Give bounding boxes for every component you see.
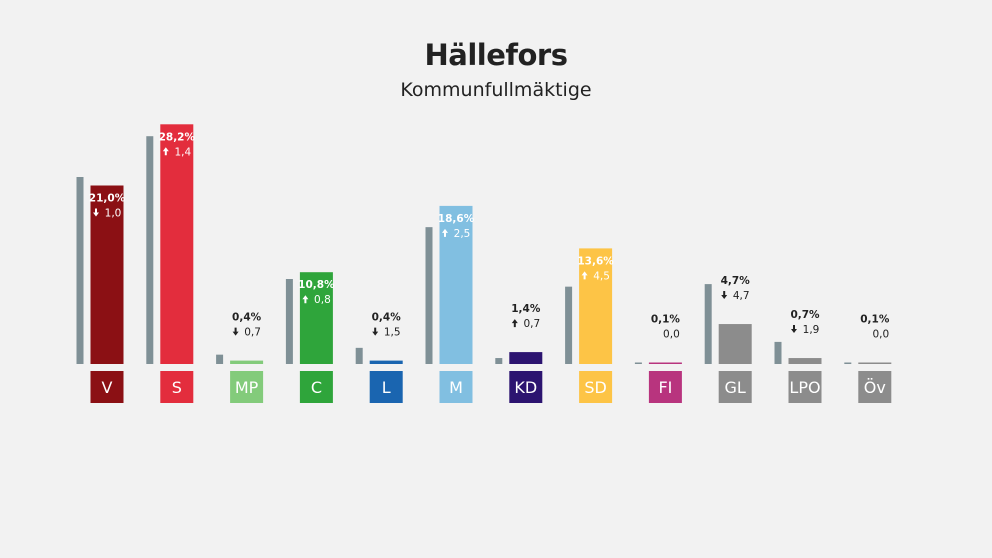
party-box-gl bbox=[718, 371, 752, 403]
party-box-c bbox=[299, 371, 333, 403]
change-label-gl: 4,7 bbox=[733, 290, 750, 302]
change-label-v: 1,0 bbox=[105, 208, 122, 220]
bar-kd bbox=[509, 352, 543, 364]
party-box-v bbox=[90, 371, 124, 403]
change-label-fi: 0,0 bbox=[663, 329, 680, 341]
chart-title: Hällefors bbox=[424, 38, 569, 72]
change-label-c: 0,8 bbox=[314, 294, 331, 306]
value-label-ov: 0,1% bbox=[860, 314, 890, 326]
bar-fi bbox=[648, 362, 682, 364]
party-label-c: C bbox=[311, 378, 322, 397]
arrow-up-icon bbox=[581, 271, 588, 280]
previous-bar-kd bbox=[495, 358, 503, 364]
previous-bar-c bbox=[285, 279, 293, 364]
arrow-down-icon bbox=[232, 327, 239, 336]
previous-bar-gl bbox=[704, 284, 712, 364]
bar-mp bbox=[230, 360, 264, 364]
value-label-c: 10,8% bbox=[298, 279, 335, 291]
arrow-up-icon bbox=[162, 147, 169, 156]
previous-bar-mp bbox=[216, 354, 224, 364]
party-label-l: L bbox=[382, 378, 391, 397]
party-box-ov bbox=[858, 371, 892, 403]
value-label-v: 21,0% bbox=[89, 193, 126, 205]
change-label-kd: 0,7 bbox=[523, 318, 540, 330]
bar-c bbox=[299, 272, 333, 364]
previous-bar-ov bbox=[844, 362, 852, 364]
change-label-mp: 0,7 bbox=[244, 327, 261, 339]
previous-bar-sd bbox=[565, 286, 573, 364]
party-box-lpo bbox=[788, 371, 822, 403]
party-label-m: M bbox=[449, 378, 463, 397]
bar-lpo bbox=[788, 358, 822, 364]
party-label-sd: SD bbox=[584, 378, 606, 397]
change-label-l: 1,5 bbox=[384, 327, 401, 339]
value-label-fi: 0,1% bbox=[651, 314, 681, 326]
arrow-down-icon bbox=[372, 327, 379, 336]
previous-bar-l bbox=[355, 347, 363, 364]
party-box-m bbox=[439, 371, 473, 403]
party-box-s bbox=[160, 371, 194, 403]
change-label-ov: 0,0 bbox=[872, 329, 889, 341]
change-label-sd: 4,5 bbox=[593, 270, 610, 282]
change-label-m: 2,5 bbox=[454, 228, 471, 240]
bar-ov bbox=[858, 362, 892, 364]
previous-bar-fi bbox=[634, 362, 642, 364]
arrow-up-icon bbox=[302, 295, 309, 304]
change-label-lpo: 1,9 bbox=[803, 324, 820, 336]
party-label-kd: KD bbox=[514, 378, 537, 397]
party-box-mp bbox=[230, 371, 264, 403]
value-label-kd: 1,4% bbox=[511, 303, 541, 315]
previous-bar-lpo bbox=[774, 341, 782, 364]
arrow-up-icon bbox=[511, 319, 518, 328]
party-label-fi: FI bbox=[658, 378, 672, 397]
previous-bar-m bbox=[425, 227, 433, 364]
previous-bar-v bbox=[76, 177, 84, 364]
party-label-s: S bbox=[172, 378, 182, 397]
party-box-kd bbox=[509, 371, 543, 403]
arrow-down-icon bbox=[791, 325, 797, 334]
party-box-sd bbox=[579, 371, 613, 403]
party-label-lpo: LPO bbox=[789, 378, 820, 397]
arrow-down-icon bbox=[721, 291, 728, 300]
party-box-fi bbox=[648, 371, 682, 403]
chart-subtitle: Kommunfullmäktige bbox=[400, 79, 592, 101]
party-label-ov: Öv bbox=[864, 378, 886, 397]
party-label-gl: GL bbox=[725, 378, 746, 397]
value-label-mp: 0,4% bbox=[232, 312, 262, 324]
value-label-sd: 13,6% bbox=[577, 255, 614, 267]
value-label-l: 0,4% bbox=[372, 312, 402, 324]
party-box-l bbox=[369, 371, 403, 403]
arrow-down-icon bbox=[93, 208, 99, 217]
value-label-gl: 4,7% bbox=[721, 275, 751, 287]
bar-s bbox=[160, 124, 194, 364]
party-label-v: V bbox=[102, 378, 113, 397]
bar-sd bbox=[579, 248, 613, 364]
value-label-s: 28,2% bbox=[159, 131, 196, 143]
previous-bar-s bbox=[146, 136, 154, 364]
bar-gl bbox=[718, 324, 752, 364]
value-label-m: 18,6% bbox=[438, 213, 475, 225]
change-label-s: 1,4 bbox=[174, 146, 191, 158]
party-label-mp: MP bbox=[235, 378, 259, 397]
arrow-up-icon bbox=[442, 228, 448, 237]
bar-l bbox=[369, 360, 403, 364]
value-label-lpo: 0,7% bbox=[790, 309, 820, 321]
